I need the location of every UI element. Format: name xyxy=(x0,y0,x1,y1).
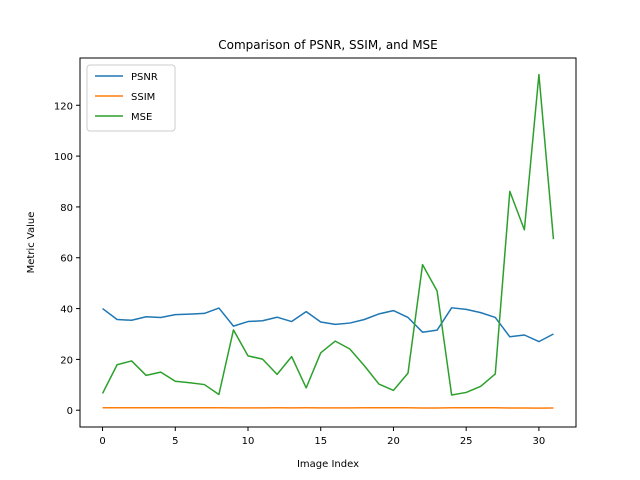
y-tick-label: 60 xyxy=(60,254,73,265)
chart-title: Comparison of PSNR, SSIM, and MSE xyxy=(218,38,438,52)
y-tick-label: 100 xyxy=(54,152,73,163)
y-tick-label: 80 xyxy=(60,203,73,214)
x-axis-ticks: 0 5 10 15 20 25 30 xyxy=(99,427,545,447)
y-tick-label: 20 xyxy=(60,355,73,366)
x-tick-label: 15 xyxy=(314,436,327,447)
y-tick-label: 40 xyxy=(60,305,73,316)
x-tick-label: 10 xyxy=(242,436,255,447)
series-layer xyxy=(101,73,555,409)
series-line-mse xyxy=(101,73,555,396)
x-tick-label: 30 xyxy=(533,436,546,447)
y-tick-label: 120 xyxy=(54,101,73,112)
y-axis-label: Metric Value xyxy=(26,212,37,274)
legend-box xyxy=(86,64,176,132)
plot-area-frame xyxy=(79,57,577,428)
x-axis-label: Image Index xyxy=(297,459,359,470)
legend-label-ssim: SSIM xyxy=(131,92,155,103)
series-line-psnr xyxy=(102,307,554,343)
legend-label-psnr: PSNR xyxy=(131,72,158,83)
x-tick-label: 25 xyxy=(460,436,473,447)
x-tick-label: 0 xyxy=(99,436,105,447)
legend-label-mse: MSE xyxy=(131,112,152,123)
legend: PSNR SSIM MSE xyxy=(86,64,176,132)
y-tick-label: 0 xyxy=(67,406,73,417)
x-tick-label: 5 xyxy=(172,436,178,447)
y-axis-ticks: 0 20 40 60 80 100 120 xyxy=(54,101,80,417)
x-tick-label: 20 xyxy=(387,436,400,447)
